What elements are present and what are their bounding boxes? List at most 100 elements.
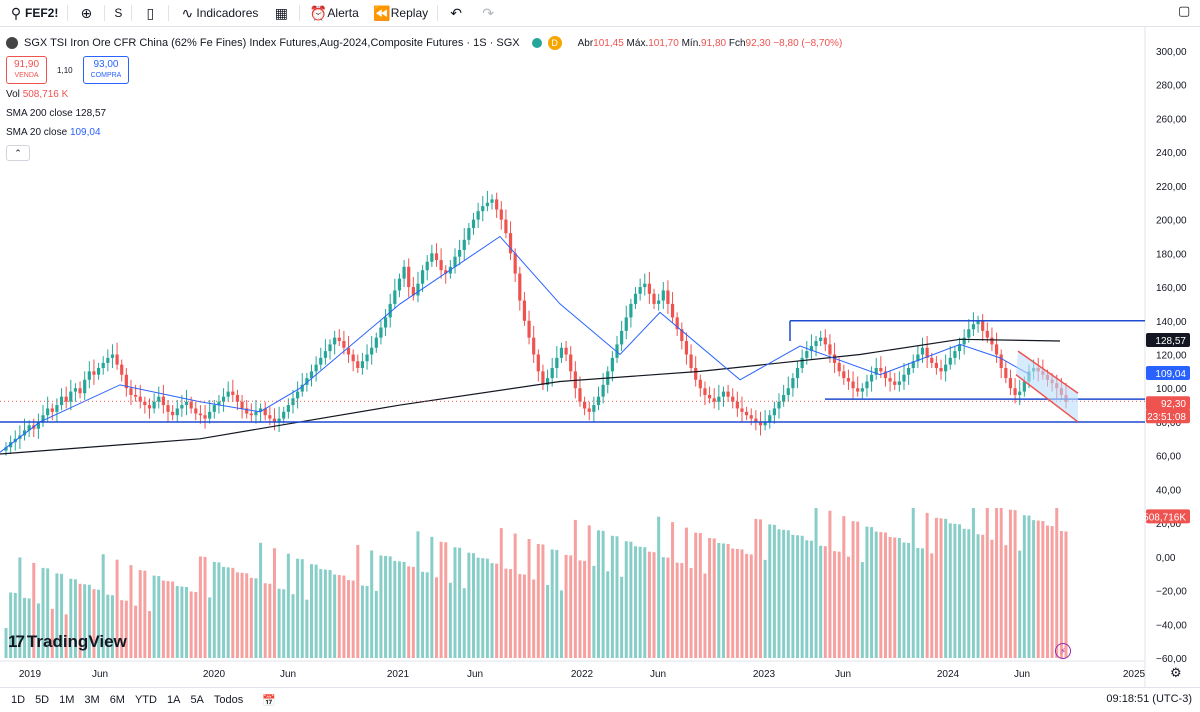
volume-bar — [365, 585, 369, 658]
candle-body — [703, 388, 707, 395]
candle-body — [860, 388, 864, 392]
tv-logo-icon: 17 — [8, 632, 25, 651]
volume-bar — [374, 590, 378, 658]
undo-button[interactable]: ↶ — [440, 0, 472, 26]
volume-bar — [319, 569, 323, 658]
sell-price: 91,90 — [14, 59, 40, 70]
volume-bar — [476, 557, 480, 658]
volume-bar — [703, 573, 707, 658]
time-tick-label: Jun — [467, 669, 483, 680]
volume-bar — [883, 532, 887, 658]
volume-bar — [231, 567, 235, 658]
volume-bar — [444, 542, 448, 658]
candle-body — [120, 364, 124, 375]
candle-body — [828, 344, 832, 355]
volume-bar — [573, 519, 577, 658]
candle-body — [64, 396, 68, 402]
candle-body — [115, 354, 119, 365]
volume-bar — [32, 562, 36, 658]
volume-bar — [870, 527, 874, 658]
sell-label: VENDA — [14, 72, 39, 79]
timeframe-5a[interactable]: 5A — [190, 694, 204, 706]
timeframe-1a[interactable]: 1A — [166, 694, 181, 706]
symbol-name: FEF2! — [25, 6, 59, 20]
volume-bar — [124, 600, 128, 658]
candle-body — [721, 391, 726, 397]
candle-body — [981, 320, 985, 331]
volume-bar — [930, 553, 934, 658]
volume-bar — [407, 566, 411, 658]
clock-timezone[interactable]: 09:18:51 (UTC-3) — [1106, 693, 1192, 705]
candle-body — [555, 357, 559, 368]
timeframe-3m[interactable]: 3M — [84, 694, 100, 706]
candle-body — [809, 346, 814, 352]
volume-bar — [578, 560, 582, 658]
candle-body — [726, 391, 730, 397]
market-open-icon — [531, 38, 542, 48]
collapse-legend-button[interactable]: ⌃ — [6, 145, 30, 161]
candle-body — [50, 408, 54, 412]
volume-bar — [147, 611, 151, 658]
volume-bar — [985, 508, 989, 658]
study-volume[interactable]: Vol 508,716 K — [6, 89, 68, 100]
candle-body — [768, 415, 772, 422]
candle-body — [55, 405, 59, 412]
gear-icon[interactable]: ⚙ — [1170, 665, 1182, 680]
candle-body — [508, 233, 513, 254]
redo-button[interactable]: ↷ — [472, 0, 504, 26]
chart-type-button[interactable]: ▯ — [134, 0, 166, 26]
tradingview-logo[interactable]: 17 TradingView — [8, 632, 127, 652]
volume-bar — [601, 530, 605, 658]
indicators-button[interactable]: ∿ Indicadores — [171, 0, 265, 26]
candle-body — [208, 411, 212, 419]
buy-button[interactable]: 93,00 COMPRA — [82, 56, 130, 84]
timeframe-5d[interactable]: 5D — [35, 694, 50, 706]
timeframe-6m[interactable]: 6M — [109, 694, 125, 706]
timeframe-1m[interactable]: 1M — [59, 694, 75, 706]
candle-body — [893, 381, 897, 385]
candle-body — [319, 357, 323, 365]
low-label: Mín. — [681, 37, 702, 49]
price-tick-label: −20,00 — [1156, 587, 1187, 598]
change-value: −8,80 (−8,70%) — [773, 37, 843, 49]
candle-body — [698, 379, 702, 389]
candle-body — [999, 354, 1003, 368]
volume-bar — [143, 570, 147, 658]
compare-button[interactable]: ⊕ — [70, 0, 102, 26]
candle-body — [559, 347, 564, 358]
volume-bar — [694, 532, 698, 658]
countdown-badge-bg — [1146, 409, 1190, 424]
alert-button[interactable]: ⏰ Alerta — [302, 0, 365, 26]
calendar-icon[interactable]: 📅 — [262, 694, 276, 707]
candle-body — [592, 405, 596, 412]
replay-button[interactable]: ⏪ Replay — [366, 0, 435, 26]
symbol-search[interactable]: ⚲ FEF2! — [0, 0, 65, 26]
candle-body — [684, 341, 689, 355]
candle-body — [990, 337, 994, 345]
interval-button[interactable]: S — [107, 0, 129, 26]
candle-body — [758, 421, 763, 426]
volume-bar — [712, 538, 716, 658]
study-sma200[interactable]: SMA 200 close 128,57 — [6, 108, 106, 119]
volume-bar — [458, 547, 462, 658]
price-tick-label: 200,00 — [1156, 216, 1187, 227]
timeframe-ytd[interactable]: YTD — [134, 694, 157, 706]
price-chart[interactable]: 300,00 280,00 260,00 240,00 220,00 200,00 180,… — [0, 27, 1200, 687]
volume-bar — [434, 577, 438, 658]
fullscreen-icon[interactable]: ▢ — [1178, 3, 1191, 18]
volume-bar — [152, 575, 156, 658]
study-sma20[interactable]: SMA 20 close 109,04 — [6, 127, 101, 138]
lightning-icon[interactable]: ⚡ — [1055, 643, 1071, 659]
volume-bar — [782, 529, 786, 658]
candle-body — [110, 354, 115, 358]
volume-bar — [1013, 510, 1017, 658]
sell-button[interactable]: 91,90 VENDA — [6, 56, 48, 84]
volume-bar — [314, 564, 318, 658]
candle-body — [101, 362, 105, 368]
volume-bar — [69, 578, 73, 658]
last-price-badge: 92,30 — [1161, 399, 1186, 410]
candle-body — [397, 278, 402, 291]
timeframe-1d[interactable]: 1D — [11, 694, 26, 706]
templates-button[interactable]: ▦ — [265, 0, 297, 26]
timeframe-todos[interactable]: Todos — [213, 694, 244, 706]
